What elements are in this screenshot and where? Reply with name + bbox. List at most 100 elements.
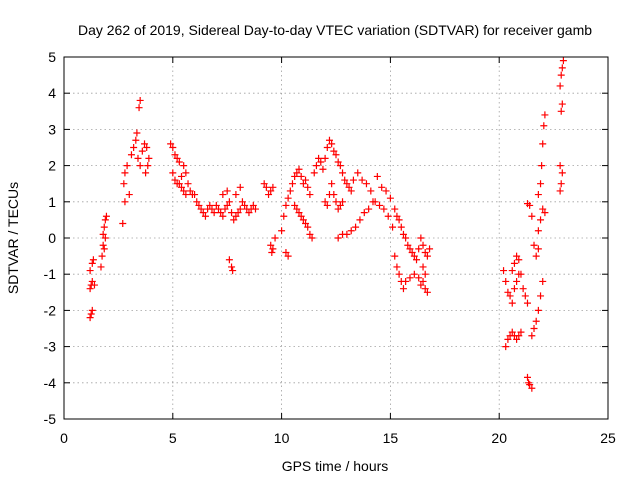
data-point [228, 209, 236, 217]
y-tick-label: -5 [44, 411, 57, 427]
data-point [540, 122, 548, 130]
data-point [419, 263, 427, 271]
data-point [288, 180, 296, 188]
data-point [169, 144, 177, 151]
data-point [539, 277, 547, 285]
data-point [423, 288, 431, 296]
data-point [382, 187, 390, 195]
data-point [508, 267, 516, 275]
data-point [125, 191, 133, 199]
data-point [98, 252, 106, 260]
data-point [332, 198, 340, 206]
data-point [537, 180, 545, 188]
data-point [267, 187, 275, 195]
data-point [517, 270, 525, 278]
data-point [328, 140, 336, 148]
data-point [236, 205, 244, 213]
chart-title: Day 262 of 2019, Sidereal Day-to-day VTE… [78, 22, 592, 38]
data-point [144, 162, 152, 170]
data-point [169, 169, 177, 177]
data-point [332, 151, 340, 159]
data-point [330, 191, 338, 199]
data-point [321, 198, 329, 206]
data-point [559, 57, 567, 65]
data-point [419, 277, 427, 285]
data-point [225, 256, 233, 264]
data-point [421, 285, 429, 293]
data-point [132, 136, 140, 144]
data-point [173, 154, 181, 162]
data-point [123, 162, 131, 170]
data-point [304, 223, 312, 231]
data-point [312, 162, 320, 170]
data-point [530, 241, 538, 249]
data-point [191, 191, 199, 199]
data-point [539, 140, 547, 148]
y-tick-label: 3 [48, 121, 56, 137]
data-point [120, 180, 128, 188]
data-point [395, 270, 403, 278]
data-point [423, 252, 431, 260]
x-tick-label: 20 [491, 430, 507, 446]
data-point [262, 183, 270, 191]
data-point [297, 172, 305, 180]
data-point [534, 191, 542, 199]
data-point [334, 234, 342, 242]
data-point [395, 216, 403, 224]
data-point [269, 183, 277, 191]
data-point [100, 245, 108, 253]
data-point [504, 335, 512, 343]
data-point [408, 248, 416, 256]
data-point [556, 162, 564, 170]
data-point [402, 234, 410, 242]
y-tick-label: -1 [44, 266, 57, 282]
data-point [180, 187, 188, 195]
data-point [282, 248, 290, 256]
data-point [539, 205, 547, 213]
data-point [513, 252, 521, 260]
data-point [373, 172, 381, 180]
data-point [302, 220, 310, 228]
data-point [319, 165, 327, 173]
data-point [541, 111, 549, 119]
data-point [119, 220, 127, 228]
data-point [502, 277, 510, 285]
data-point [526, 201, 534, 209]
data-point [308, 234, 316, 242]
data-point [175, 158, 183, 166]
data-point [88, 259, 96, 267]
data-point [90, 281, 98, 289]
data-point [141, 140, 149, 148]
data-point [186, 187, 194, 195]
data-point [86, 267, 94, 275]
data-point [500, 267, 508, 275]
data-point [238, 198, 246, 206]
data-point [271, 234, 279, 242]
data-point [291, 201, 299, 209]
data-point [175, 180, 183, 188]
data-point [87, 310, 95, 318]
data-point [306, 191, 314, 199]
data-point [523, 299, 531, 307]
data-point [260, 180, 268, 188]
data-point [521, 292, 529, 300]
data-point [415, 274, 423, 282]
data-point [532, 317, 540, 325]
data-point [265, 191, 273, 199]
data-point [410, 270, 418, 278]
data-point [268, 248, 276, 256]
data-point [236, 183, 244, 191]
data-point [217, 209, 225, 217]
data-point [354, 169, 362, 177]
data-point [537, 216, 545, 224]
data-point [210, 209, 218, 217]
data-point [280, 212, 288, 220]
data-point [513, 277, 521, 285]
data-point [293, 205, 301, 213]
data-point [341, 176, 349, 184]
data-point [208, 205, 216, 213]
data-point [178, 172, 186, 180]
x-tick-label: 5 [169, 430, 177, 446]
data-point [282, 201, 290, 209]
data-point [193, 198, 201, 206]
